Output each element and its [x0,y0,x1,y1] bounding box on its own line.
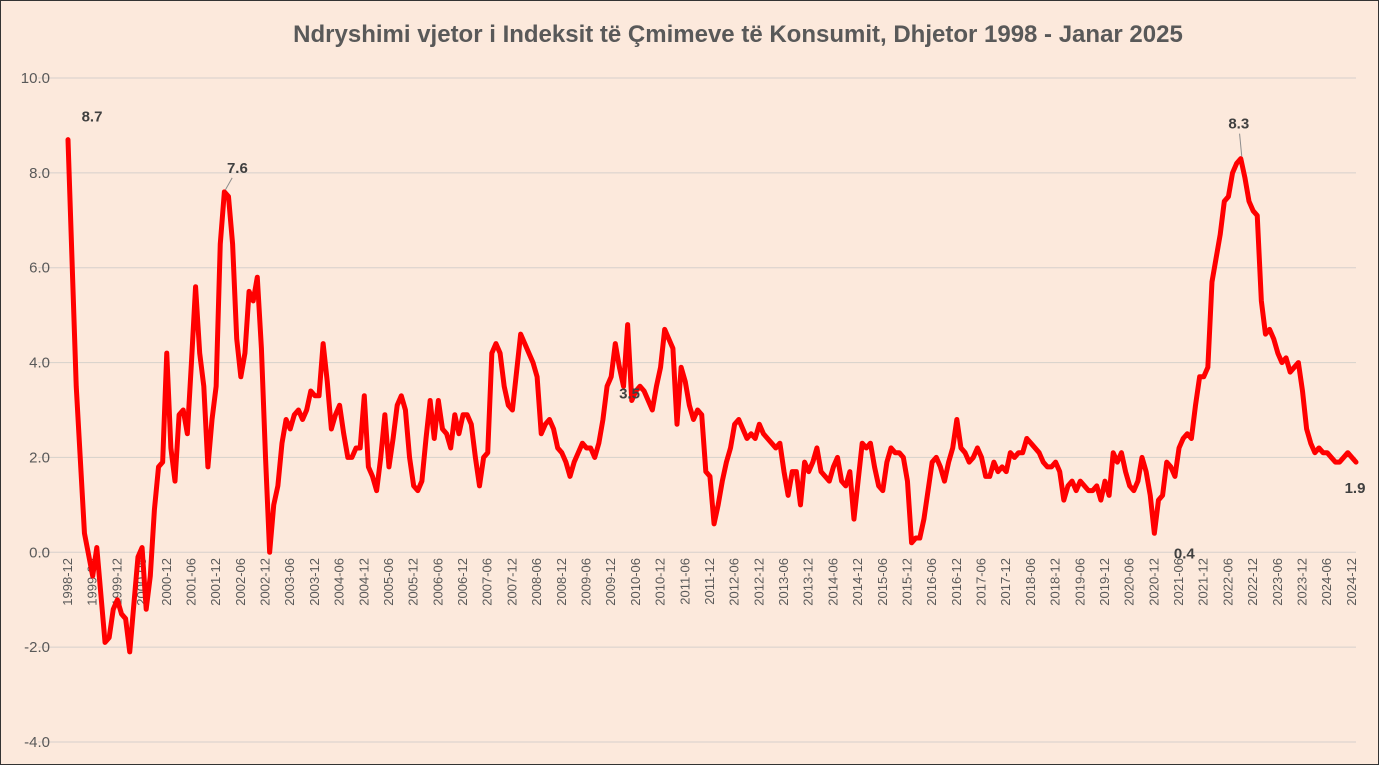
label-leader-line [224,177,233,191]
x-tick-label: 2014-06 [825,558,840,606]
y-tick-label: 0.0 [29,544,50,561]
x-tick-label: 2012-06 [727,558,742,606]
x-tick-label: 2006-06 [430,558,445,606]
x-tick-label: 2019-12 [1097,558,1112,606]
x-tick-label: 2011-12 [702,558,717,605]
x-tick-label: 2013-06 [776,558,791,606]
x-tick-label: 2013-12 [801,558,816,606]
x-tick-label: 2014-12 [850,558,865,606]
label-leader-line [1239,133,1243,157]
y-tick-label: 8.0 [29,165,50,182]
x-tick-label: 2008-12 [554,558,569,606]
series-line [65,137,1359,655]
x-tick-label: 2001-06 [183,558,198,606]
data-label: 0.4 [1174,545,1196,562]
x-tick-label: 2020-12 [1146,558,1161,606]
x-tick-label: 2000-12 [159,558,174,606]
x-tick-label: 2003-12 [307,558,322,606]
x-tick-label: 2022-06 [1220,558,1235,606]
x-axis-ticks: 1998-12 1999-06 1999-12 2000-06 2000-12 2001-… [60,558,1359,606]
x-tick-label: 1999-12 [109,558,124,606]
x-tick-label: 2006-12 [455,558,470,606]
data-label: 3.5 [619,385,640,402]
y-tick-label: -2.0 [24,639,50,656]
x-tick-label: 2015-12 [899,558,914,606]
x-tick-label: 2005-12 [406,558,421,606]
x-tick-label: 2024-06 [1319,558,1334,606]
x-tick-label: 2015-06 [875,558,890,606]
x-tick-label: 2008-06 [529,558,544,606]
y-axis-ticks: -4.0 -2.0 0.0 2.0 4.0 6.0 8.0 10.0 [21,70,50,751]
y-tick-label: 10.0 [21,70,50,87]
x-tick-label: 2009-12 [603,558,618,606]
x-tick-label: 1998-12 [60,558,75,606]
x-tick-label: 2002-12 [258,558,273,606]
data-label: 1.9 [1345,480,1366,497]
x-tick-label: 2024-12 [1344,558,1359,606]
x-tick-label: 2017-06 [974,558,989,606]
x-tick-label: 2016-12 [949,558,964,606]
x-tick-label: 2021-06 [1171,558,1186,606]
data-label: 7.6 [227,160,248,177]
gridlines [38,77,1356,743]
y-tick-label: 4.0 [29,355,50,372]
x-tick-label: 2016-06 [924,558,939,606]
x-tick-label: 2011-06 [677,558,692,605]
x-tick-label: 2003-06 [282,558,297,606]
x-tick-label: 2022-12 [1245,558,1260,606]
x-tick-label: 2002-06 [233,558,248,606]
x-tick-label: 2009-06 [578,558,593,606]
y-tick-label: -4.0 [24,734,50,751]
x-tick-label: 2023-06 [1270,558,1285,606]
x-tick-label: 2007-06 [480,558,495,606]
y-tick-label: 6.0 [29,260,50,277]
x-tick-label: 2021-12 [1196,558,1211,606]
x-tick-label: 2020-06 [1122,558,1137,606]
x-tick-label: 2017-12 [998,558,1013,606]
x-tick-label: 2023-12 [1295,558,1310,606]
x-tick-label: 2018-12 [1048,558,1063,606]
data-label: 8.3 [1228,116,1249,133]
x-tick-label: 2018-06 [1023,558,1038,606]
x-tick-label: 2012-12 [751,558,766,606]
data-label: 8.7 [82,109,103,126]
x-tick-label: 2004-06 [332,558,347,606]
chart-title: Ndryshimi vjetor i Indeksit të Çmimeve t… [293,21,1183,48]
x-tick-label: 2004-12 [356,558,371,606]
x-tick-label: 2001-12 [208,558,223,606]
x-tick-label: 2019-06 [1072,558,1087,606]
data-labels: 8.7 7.6 3.5 0.4 8.3 1.9 [82,109,1366,563]
x-tick-label: 2005-06 [381,558,396,606]
x-tick-label: 2010-06 [628,558,643,606]
x-tick-label: 2010-12 [653,558,668,606]
x-tick-label: 2007-12 [504,558,519,606]
y-tick-label: 2.0 [29,449,50,466]
